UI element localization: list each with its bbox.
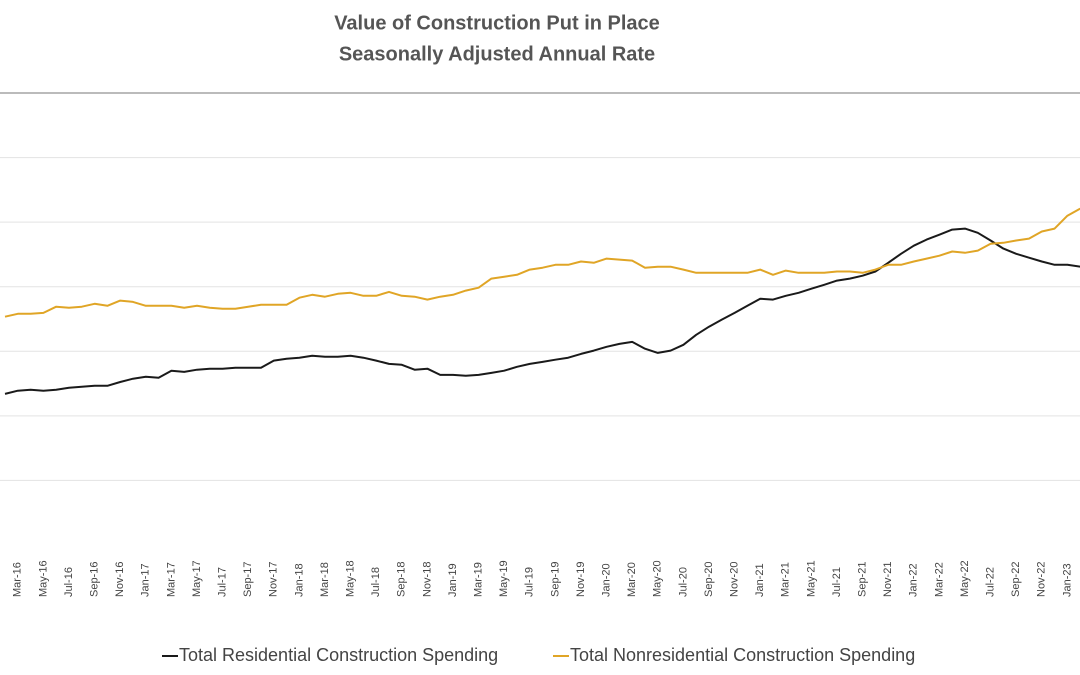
chart-title: Value of Construction Put in Place xyxy=(334,12,660,34)
x-tick-label: Mar-20 xyxy=(626,562,638,597)
x-tick-label: May-21 xyxy=(805,560,817,597)
x-tick-label: Nov-16 xyxy=(114,562,126,597)
x-tick-label: Jan-22 xyxy=(908,563,920,597)
chart-subtitle: Seasonally Adjusted Annual Rate xyxy=(339,43,655,65)
x-tick-label: May-17 xyxy=(191,560,203,597)
x-tick-label: Sep-20 xyxy=(703,562,715,597)
legend-label: Total Nonresidential Construction Spendi… xyxy=(570,645,915,665)
x-tick-label: Sep-17 xyxy=(242,562,254,597)
x-tick-label: Nov-19 xyxy=(575,562,587,597)
x-tick-label: Sep-16 xyxy=(89,562,101,597)
x-tick-label: Nov-17 xyxy=(268,562,280,597)
x-tick-label: May-19 xyxy=(498,560,510,597)
series-line xyxy=(4,227,1080,395)
x-tick-label: May-20 xyxy=(652,560,664,597)
x-tick-label: Sep-21 xyxy=(857,562,869,597)
x-tick-label: Jan-20 xyxy=(601,563,613,597)
x-tick-label: May-18 xyxy=(345,560,357,597)
x-tick-label: Jul-21 xyxy=(831,567,843,597)
legend-label: Total Residential Construction Spending xyxy=(179,645,498,665)
x-tick-label: Jul-19 xyxy=(524,567,536,597)
x-tick-label: Jan-19 xyxy=(447,563,459,597)
x-tick-label: Mar-19 xyxy=(473,562,485,597)
x-tick-label: Nov-22 xyxy=(1036,562,1048,597)
x-tick-label: Jan-23 xyxy=(1061,563,1073,597)
series-line xyxy=(4,207,1080,318)
x-tick-label: Sep-19 xyxy=(549,562,561,597)
x-tick-label: Jul-18 xyxy=(370,567,382,597)
x-tick-label: Sep-22 xyxy=(1010,562,1022,597)
x-tick-label: Jul-16 xyxy=(63,567,75,597)
x-tick-label: Mar-21 xyxy=(780,562,792,597)
x-tick-label: Jan-21 xyxy=(754,563,766,597)
x-tick-label: May-22 xyxy=(959,560,971,597)
x-tick-label: Mar-16 xyxy=(12,562,24,597)
x-tick-label: Sep-18 xyxy=(396,562,408,597)
x-tick-label: May-16 xyxy=(37,560,49,597)
x-tick-label: Jan-18 xyxy=(293,563,305,597)
x-tick-label: Jul-17 xyxy=(217,567,229,597)
x-tick-label: Nov-21 xyxy=(882,562,894,597)
x-tick-label: Mar-18 xyxy=(319,562,331,597)
x-tick-label: Jul-20 xyxy=(677,567,689,597)
x-tick-label: Jul-22 xyxy=(985,567,997,597)
x-tick-label: Mar-22 xyxy=(933,562,945,597)
x-tick-label: Mar-17 xyxy=(165,562,177,597)
x-tick-label: Nov-20 xyxy=(729,562,741,597)
x-tick-label: Nov-18 xyxy=(421,562,433,597)
x-tick-label: Jan-17 xyxy=(140,563,152,597)
